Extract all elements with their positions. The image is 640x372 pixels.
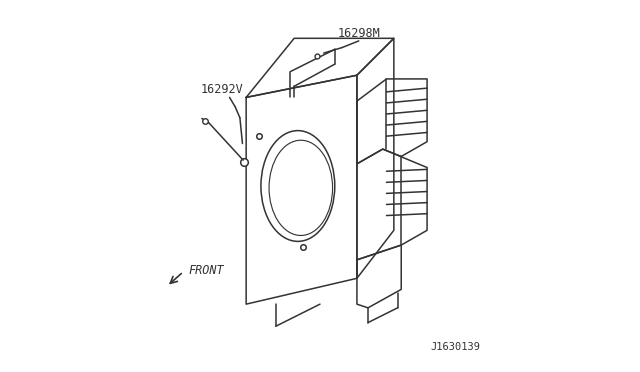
Text: 16298M: 16298M [337,27,380,40]
Text: J1630139: J1630139 [431,342,481,352]
Text: 16292V: 16292V [201,83,244,96]
Text: FRONT: FRONT [188,264,224,277]
